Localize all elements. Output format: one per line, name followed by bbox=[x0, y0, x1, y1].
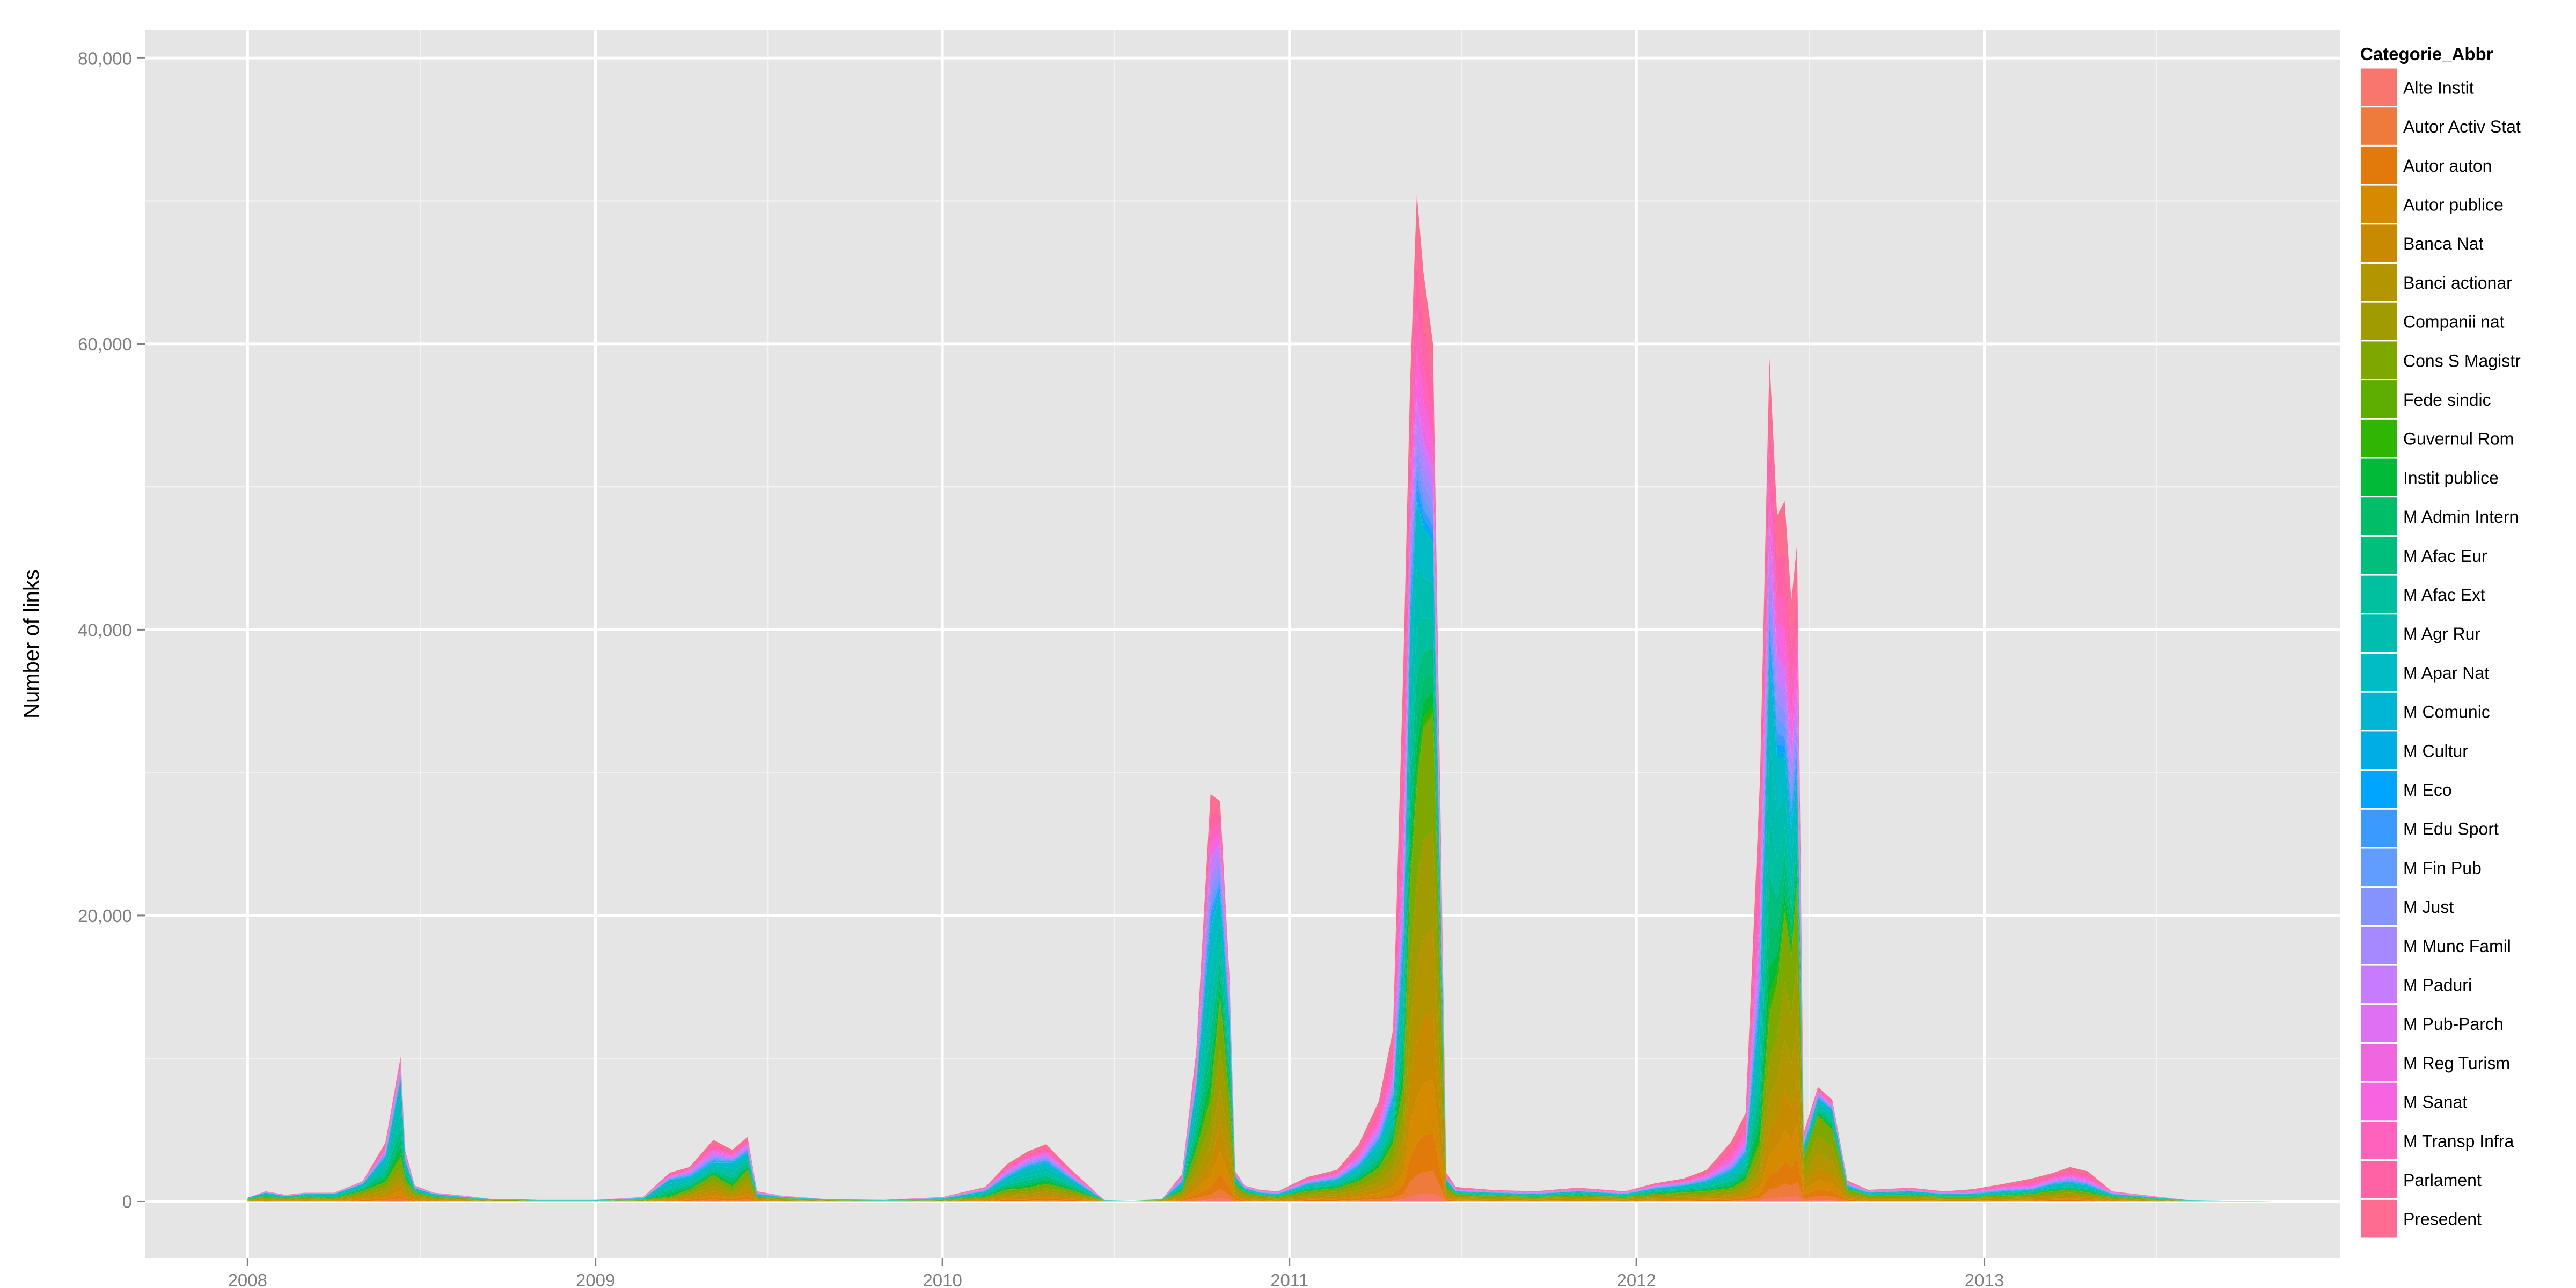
x-tick-label: 2012 bbox=[1617, 1270, 1656, 1288]
y-tick-label: 60,000 bbox=[78, 334, 132, 354]
legend-key-swatch bbox=[2361, 107, 2397, 145]
y-tick-label: 80,000 bbox=[78, 48, 132, 68]
legend-key-swatch bbox=[2361, 575, 2397, 613]
x-tick-label: 2008 bbox=[228, 1270, 267, 1288]
legend-label: M Afac Eur bbox=[2403, 546, 2487, 566]
legend-label: M Afac Ext bbox=[2403, 585, 2485, 604]
legend-label: Parlament bbox=[2403, 1170, 2482, 1190]
legend-key-swatch bbox=[2361, 146, 2397, 184]
legend-key-swatch bbox=[2361, 380, 2397, 418]
legend-key-swatch bbox=[2361, 1082, 2397, 1121]
legend-key-swatch bbox=[2361, 419, 2397, 457]
legend-label: Companii nat bbox=[2403, 312, 2505, 332]
legend-key-swatch bbox=[2361, 1044, 2397, 1081]
legend-key-swatch bbox=[2361, 888, 2397, 925]
area-series-cons-s-magistr bbox=[247, 715, 2274, 1202]
legend-key-swatch bbox=[2361, 224, 2397, 262]
legend-label: M Pub-Parch bbox=[2403, 1014, 2504, 1034]
area-series-autor-publice bbox=[247, 1080, 2274, 1202]
minor-gridlines bbox=[145, 30, 2340, 1258]
legend-label: M Agr Rur bbox=[2403, 624, 2480, 643]
legend-label: Autor publice bbox=[2403, 195, 2504, 214]
legend-label: Cons S Magistr bbox=[2403, 351, 2521, 370]
legend-key-swatch bbox=[2361, 1122, 2397, 1160]
legend-label: Alte Instit bbox=[2403, 78, 2474, 97]
legend-key-swatch bbox=[2361, 185, 2397, 223]
y-tick-label: 0 bbox=[122, 1191, 132, 1211]
y-axis-title: Number of links bbox=[20, 569, 43, 719]
legend-key-swatch bbox=[2361, 654, 2397, 691]
legend-key-swatch bbox=[2361, 497, 2397, 535]
legend-label: Fede sindic bbox=[2403, 390, 2491, 409]
area-series-banca-nat bbox=[247, 1011, 2274, 1202]
legend-key-swatch bbox=[2361, 731, 2397, 770]
legend-label: M Fin Pub bbox=[2403, 858, 2482, 877]
y-tick-label: 40,000 bbox=[78, 620, 132, 640]
legend-key-swatch bbox=[2361, 848, 2397, 887]
legend-label: M Edu Sport bbox=[2403, 819, 2499, 839]
legend-key-swatch bbox=[2361, 1005, 2397, 1042]
legend-title: Categorie_Abbr bbox=[2360, 44, 2493, 64]
area-series-autor-auton bbox=[247, 1133, 2274, 1202]
legend-key-swatch bbox=[2361, 302, 2397, 340]
panel-background bbox=[145, 30, 2340, 1258]
legend-label: M Comunic bbox=[2403, 702, 2490, 722]
legend-key-swatch bbox=[2361, 1199, 2397, 1238]
area-series-autor-activ-stat bbox=[247, 1170, 2274, 1202]
legend-key-swatch bbox=[2361, 68, 2397, 106]
legend-key-swatch bbox=[2361, 926, 2397, 964]
area-series-alte-instit bbox=[247, 1194, 2274, 1202]
x-tick-label: 2009 bbox=[576, 1270, 615, 1288]
legend-label: Instit publice bbox=[2403, 468, 2499, 487]
legend-label: M Transp Infra bbox=[2403, 1131, 2514, 1151]
x-tick-label: 2011 bbox=[1270, 1270, 1308, 1288]
legend-label: Autor Activ Stat bbox=[2403, 117, 2521, 136]
axis-ticks: 0 20,000 40,000 60,000 80,000 2008 2009 2010 201… bbox=[78, 48, 2004, 1288]
area-series-banci-actionar bbox=[247, 928, 2274, 1202]
legend-key-swatch bbox=[2361, 458, 2397, 496]
legend: Categorie_Abbr Alte Instit Autor Activ St… bbox=[2359, 44, 2521, 1239]
legend-label: Presedent bbox=[2403, 1210, 2482, 1229]
legend-label: Autor auton bbox=[2403, 156, 2492, 175]
area-series-companii-nat bbox=[247, 829, 2274, 1202]
stacked-areas bbox=[247, 194, 2274, 1202]
legend-key-swatch bbox=[2361, 536, 2397, 574]
legend-label: M Munc Famil bbox=[2403, 936, 2511, 956]
legend-label: Banci actionar bbox=[2403, 273, 2512, 292]
legend-label: M Admin Intern bbox=[2403, 507, 2519, 526]
x-tick-label: 2013 bbox=[1965, 1270, 2004, 1288]
legend-key-swatch bbox=[2361, 692, 2397, 730]
legend-label: M Sanat bbox=[2403, 1093, 2467, 1112]
legend-key-swatch bbox=[2361, 809, 2397, 847]
legend-label: Banca Nat bbox=[2403, 234, 2484, 253]
legend-key-swatch bbox=[2361, 1161, 2397, 1198]
legend-label: M Cultur bbox=[2403, 741, 2468, 760]
legend-key-swatch bbox=[2361, 614, 2397, 652]
legend-key-swatch bbox=[2361, 341, 2397, 379]
legend-label: Guvernul Rom bbox=[2403, 429, 2514, 449]
legend-label: M Reg Turism bbox=[2403, 1053, 2510, 1073]
y-tick-label: 20,000 bbox=[78, 906, 132, 926]
legend-label: M Just bbox=[2403, 897, 2454, 917]
legend-key-swatch bbox=[2361, 965, 2397, 1004]
legend-label: M Apar Nat bbox=[2403, 663, 2489, 683]
x-tick-label: 2010 bbox=[923, 1270, 962, 1288]
legend-key-swatch bbox=[2361, 771, 2397, 808]
legend-key-swatch bbox=[2361, 264, 2397, 301]
legend-label: M Eco bbox=[2403, 780, 2452, 800]
legend-label: M Paduri bbox=[2403, 975, 2472, 994]
